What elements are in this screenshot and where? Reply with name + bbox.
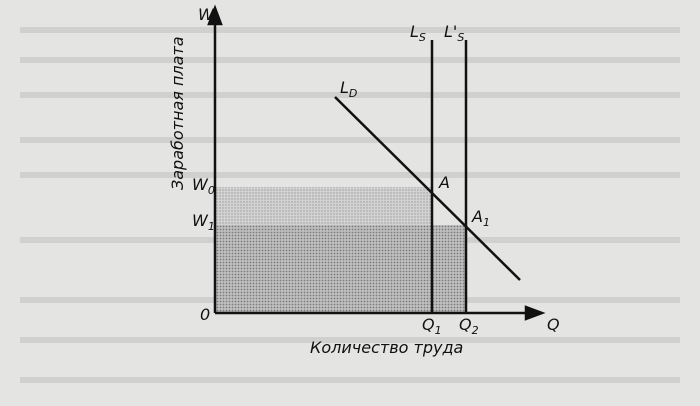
label-part: 1 [435,324,442,337]
label-part: W [192,175,209,194]
label-part: L [410,22,419,41]
label-part: S [457,31,464,44]
origin: 0 [200,305,210,324]
label-part: 2 [472,324,479,337]
label-part: A [471,207,483,226]
point-a: A [438,173,450,192]
demand-label: LD [340,78,357,100]
label-part: L [340,78,349,97]
label-part: A [438,173,450,192]
label-part: D [349,87,357,100]
label-part: 1 [483,216,490,229]
y-label: W [198,5,215,24]
y-arrow [207,4,223,26]
label-part: W [192,211,209,230]
label-part: 0 [208,184,215,197]
quantity-q2: Q2 [459,315,479,337]
wage-w1: W1 [192,211,215,233]
y-title: Заработная плата [168,36,187,190]
label-part: L' [444,22,457,41]
point-a1: A1 [471,207,490,229]
label-part: Q [459,315,472,334]
wage-w0: W0 [192,175,215,197]
supply-label: LS [410,22,426,44]
label-part: S [419,31,426,44]
x-title: Количество труда [310,338,463,357]
x-label: Q [547,315,560,334]
area-w1 [216,225,466,313]
demand-line [334,96,521,281]
supply-new-label: L'S [444,22,464,44]
x-arrow [524,305,546,321]
label-part: Q [422,315,435,334]
quantity-q1: Q1 [422,315,442,337]
label-part: 1 [208,220,215,233]
